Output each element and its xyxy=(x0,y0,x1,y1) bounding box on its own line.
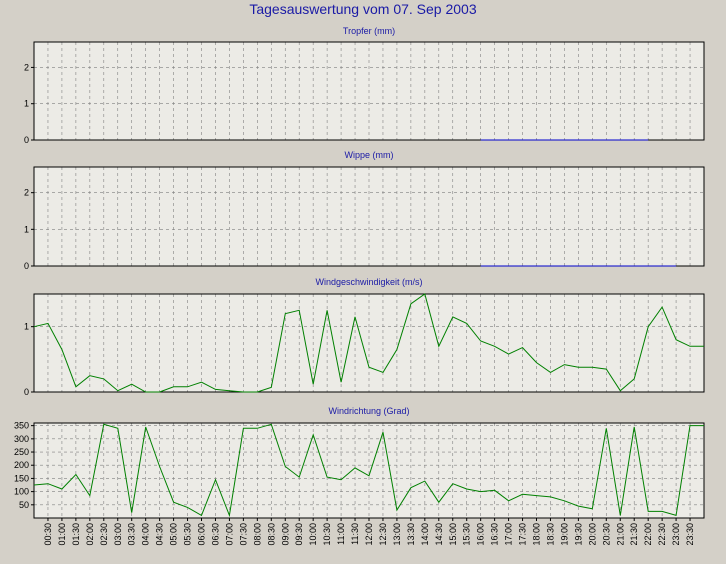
chart-title: Windrichtung (Grad) xyxy=(328,406,409,416)
chart-panel: Tropfer (mm) 0 1 2 xyxy=(24,26,705,145)
x-tick-label: 09:30 xyxy=(294,523,304,546)
x-tick-label: 22:00 xyxy=(643,523,653,546)
x-tick-label: 04:00 xyxy=(141,523,151,546)
x-tick-label: 10:30 xyxy=(322,523,332,546)
x-tick-label: 08:00 xyxy=(252,523,262,546)
x-tick-label: 20:30 xyxy=(601,523,611,546)
x-tick-label: 23:30 xyxy=(685,523,695,546)
x-tick-label: 12:00 xyxy=(364,523,374,546)
x-tick-label: 05:30 xyxy=(183,523,193,546)
x-tick-label: 01:00 xyxy=(57,523,67,546)
y-tick-label: 0 xyxy=(24,387,29,397)
x-tick-label: 11:00 xyxy=(336,523,346,545)
x-tick-label: 23:00 xyxy=(671,523,681,546)
x-tick-label: 21:30 xyxy=(629,523,639,546)
y-tick-label: 100 xyxy=(14,487,29,497)
x-tick-label: 05:00 xyxy=(169,523,179,546)
y-tick-label: 2 xyxy=(24,188,29,198)
x-tick-label: 03:00 xyxy=(113,523,123,546)
chart-title: Wippe (mm) xyxy=(345,150,394,160)
x-tick-label: 19:30 xyxy=(573,523,583,546)
charts-canvas: Tropfer (mm) 0 1 2 Wippe (mm) 0 1 2 Windgeschwin… xyxy=(14,26,705,546)
y-tick-label: 1 xyxy=(24,322,29,332)
y-tick-label: 50 xyxy=(19,500,29,510)
series-line xyxy=(33,293,704,393)
x-tick-label: 18:00 xyxy=(532,523,542,546)
x-tick-label: 17:30 xyxy=(518,523,528,546)
y-tick-label: 0 xyxy=(24,135,29,145)
x-tick-label: 16:00 xyxy=(476,523,486,546)
x-tick-label: 13:30 xyxy=(406,523,416,546)
x-tick-label: 12:30 xyxy=(378,523,388,546)
x-tick-label: 02:30 xyxy=(99,523,109,546)
page-title: Tagesauswertung vom 07. Sep 2003 xyxy=(249,1,477,17)
plot-frame xyxy=(33,293,705,393)
x-tick-label: 06:30 xyxy=(210,523,220,546)
x-tick-label: 22:30 xyxy=(657,523,667,546)
x-tick-label: 10:00 xyxy=(308,523,318,546)
plot-frame xyxy=(33,166,705,267)
y-tick-label: 2 xyxy=(24,62,29,72)
x-tick-label: 14:00 xyxy=(420,523,430,546)
plot-frame xyxy=(33,41,705,141)
x-tick-label: 07:30 xyxy=(238,523,248,546)
x-tick-label: 20:00 xyxy=(587,523,597,546)
x-tick-label: 18:30 xyxy=(545,523,555,546)
x-tick-label: 19:00 xyxy=(559,523,569,546)
x-axis: 00:30 01:00 01:30 02:00 02:30 03:00 03:30 04:00… xyxy=(43,518,695,546)
x-tick-label: 04:30 xyxy=(155,523,165,546)
y-tick-label: 1 xyxy=(24,99,29,109)
x-tick-label: 01:30 xyxy=(71,523,81,546)
x-tick-label: 21:00 xyxy=(615,523,625,546)
chart-panel: Windrichtung (Grad) 50 100 150 200 250 300 350 xyxy=(14,406,705,519)
x-tick-label: 02:00 xyxy=(85,523,95,546)
x-tick-label: 15:30 xyxy=(462,523,472,546)
chart-panel: Wippe (mm) 0 1 2 xyxy=(24,150,705,271)
x-tick-label: 11:30 xyxy=(350,523,360,545)
y-tick-label: 1 xyxy=(24,224,29,234)
y-tick-label: 200 xyxy=(14,460,29,470)
x-tick-label: 15:00 xyxy=(448,523,458,546)
x-tick-label: 00:30 xyxy=(43,523,53,546)
x-tick-label: 03:30 xyxy=(127,523,137,546)
x-tick-label: 16:30 xyxy=(490,523,500,546)
chart-panel: Windgeschwindigkeit (m/s) 0 1 xyxy=(24,277,705,397)
x-tick-label: 14:30 xyxy=(434,523,444,546)
x-tick-label: 17:00 xyxy=(504,523,514,546)
y-tick-label: 150 xyxy=(14,473,29,483)
x-tick-label: 13:00 xyxy=(392,523,402,546)
y-tick-label: 300 xyxy=(14,434,29,444)
y-tick-label: 350 xyxy=(14,421,29,431)
x-tick-label: 06:00 xyxy=(197,523,207,546)
chart-title: Windgeschwindigkeit (m/s) xyxy=(315,277,422,287)
x-tick-label: 09:00 xyxy=(280,523,290,546)
y-tick-label: 250 xyxy=(14,447,29,457)
series-line xyxy=(33,423,704,518)
x-tick-label: 08:30 xyxy=(266,523,276,546)
y-tick-label: 0 xyxy=(24,261,29,271)
chart-title: Tropfer (mm) xyxy=(343,26,395,36)
x-tick-label: 07:00 xyxy=(224,523,234,546)
